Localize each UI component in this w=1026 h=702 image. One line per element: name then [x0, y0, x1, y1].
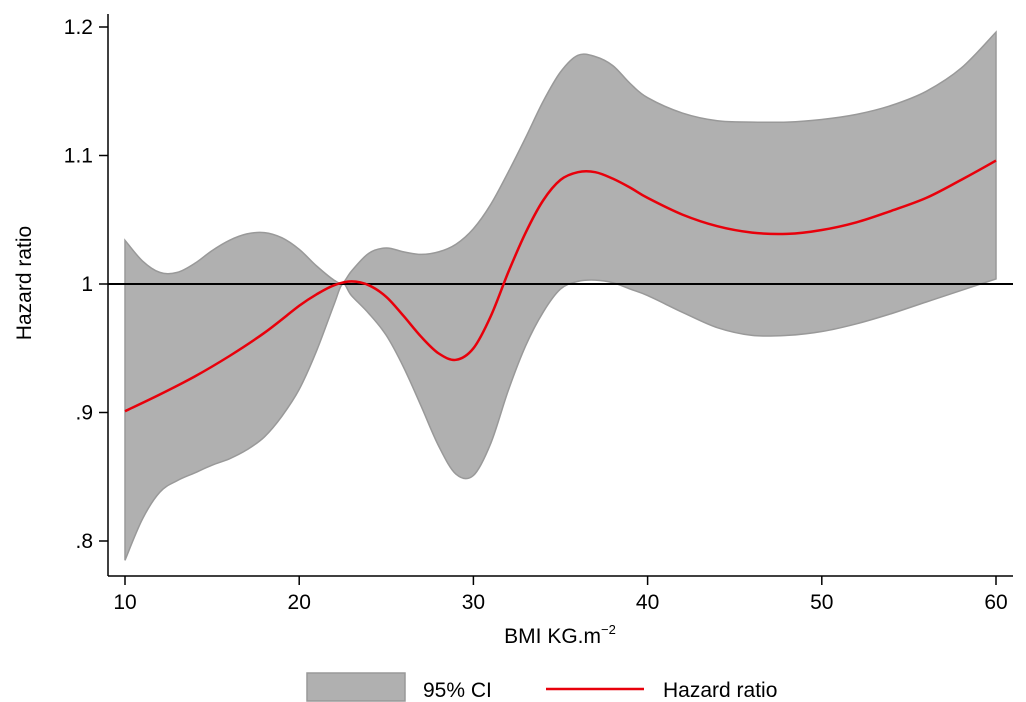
x-tick-label: 20 [288, 591, 311, 614]
y-tick-label: .8 [75, 530, 93, 553]
y-tick-label: 1.1 [64, 145, 93, 168]
x-tick-label: 30 [462, 591, 485, 614]
y-axis-title: Hazard ratio [13, 226, 36, 340]
ci-band [124, 30, 997, 561]
y-tick-label: .9 [75, 402, 93, 425]
legend: 95% CI Hazard ratio [306, 672, 777, 702]
x-ticks: 10 20 30 40 50 60 [113, 576, 1008, 614]
y-tick-label: 1.2 [64, 16, 93, 39]
y-tick-label: 1 [81, 273, 93, 296]
x-axis-title-text: BMI KG.m [504, 625, 601, 648]
plot-area [108, 30, 1013, 561]
x-axis-title-superscript: −2 [601, 622, 616, 637]
x-axis-title: BMI KG.m−2 [504, 622, 616, 648]
x-tick-label: 10 [113, 591, 136, 614]
axes: .8 .9 1 1.1 1.2 10 20 30 40 50 60 [64, 14, 1013, 614]
x-tick-label: 60 [984, 591, 1007, 614]
legend-swatch-ci [306, 672, 406, 702]
x-tick-label: 40 [636, 591, 659, 614]
hazard-ratio-line [124, 159, 997, 413]
y-ticks: .8 .9 1 1.1 1.2 [64, 16, 108, 553]
x-tick-label: 50 [810, 591, 833, 614]
legend-label-ci: 95% CI [423, 679, 492, 702]
legend-label-hazard-ratio: Hazard ratio [663, 679, 777, 702]
